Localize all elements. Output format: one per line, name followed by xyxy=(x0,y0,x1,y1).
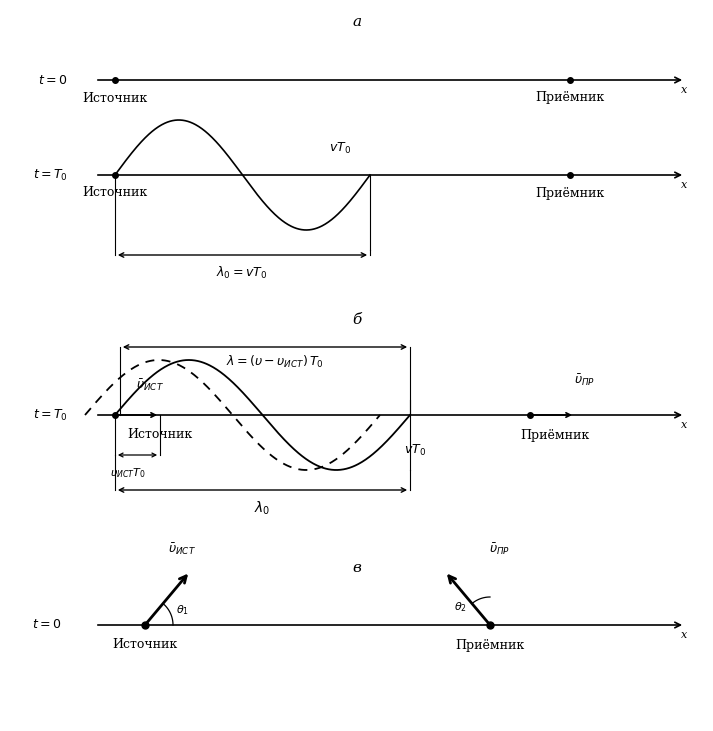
Text: $t = T_0$: $t = T_0$ xyxy=(33,407,68,423)
Text: Приёмник: Приёмник xyxy=(535,186,605,200)
Text: $\bar{\upsilon}_{ПР}$: $\bar{\upsilon}_{ПР}$ xyxy=(489,542,511,557)
Text: $vT_0$: $vT_0$ xyxy=(329,140,351,156)
Text: Приёмник: Приёмник xyxy=(456,638,525,651)
Text: $\lambda = (\upsilon - \upsilon_{ИСТ})\,T_0$: $\lambda = (\upsilon - \upsilon_{ИСТ})\,… xyxy=(226,354,324,370)
Text: $\lambda_0 = vT_0$: $\lambda_0 = vT_0$ xyxy=(216,265,267,281)
Text: $\upsilon_{ИСТ}T_0$: $\upsilon_{ИСТ}T_0$ xyxy=(110,466,146,480)
Text: Источник: Источник xyxy=(128,428,193,442)
Text: Источник: Источник xyxy=(113,638,178,651)
Text: $t = 0$: $t = 0$ xyxy=(32,618,62,632)
Text: x: x xyxy=(681,85,687,95)
Text: $vT_0$: $vT_0$ xyxy=(404,442,426,458)
Text: б: б xyxy=(352,313,361,327)
Text: $\theta_1$: $\theta_1$ xyxy=(177,603,190,617)
Text: а: а xyxy=(352,15,361,29)
Text: x: x xyxy=(681,630,687,640)
Text: $\theta_2$: $\theta_2$ xyxy=(453,600,466,614)
Text: Источник: Источник xyxy=(83,91,148,105)
Text: x: x xyxy=(681,180,687,190)
Text: $\bar{\upsilon}_{ИСТ}$: $\bar{\upsilon}_{ИСТ}$ xyxy=(136,377,164,393)
Text: $\bar{\upsilon}_{ПР}$: $\bar{\upsilon}_{ПР}$ xyxy=(575,372,595,388)
Text: Приёмник: Приёмник xyxy=(535,91,605,105)
Text: Источник: Источник xyxy=(83,186,148,200)
Text: $t = T_0$: $t = T_0$ xyxy=(33,167,68,183)
Text: $\lambda_0$: $\lambda_0$ xyxy=(254,499,270,517)
Text: в: в xyxy=(352,561,361,575)
Text: $t = 0$: $t = 0$ xyxy=(39,74,68,86)
Text: $\bar{\upsilon}_{ИСТ}$: $\bar{\upsilon}_{ИСТ}$ xyxy=(168,542,196,557)
Text: x: x xyxy=(681,420,687,430)
Text: Приёмник: Приёмник xyxy=(520,428,590,442)
